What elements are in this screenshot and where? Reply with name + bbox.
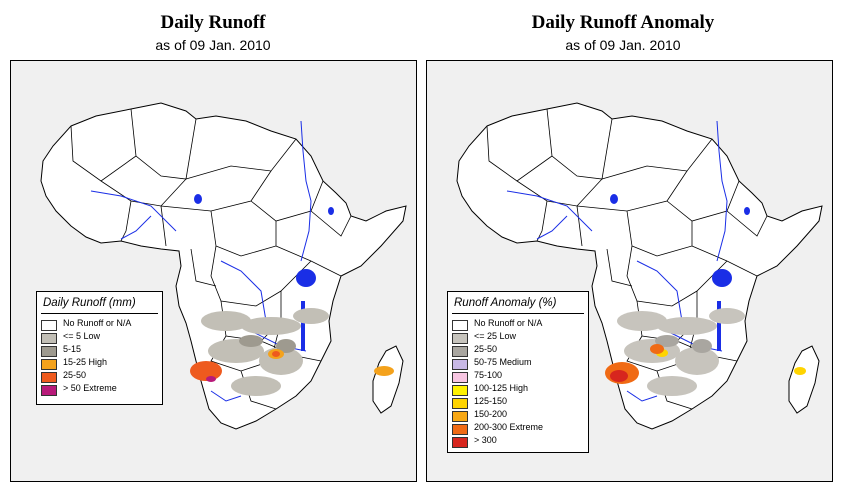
legend-label: 15-25 High: [63, 357, 108, 367]
runoff-extreme: [206, 376, 216, 382]
right-map: [456, 102, 823, 430]
africa-landmass: [40, 102, 407, 430]
legend-swatch: [452, 411, 468, 422]
africa-landmass: [456, 102, 823, 430]
legend-swatch: [452, 372, 468, 383]
left-panel-subtitle: as of 09 Jan. 2010: [155, 37, 271, 53]
left-legend-divider: [41, 313, 158, 314]
left-legend-title: Daily Runoff (mm): [43, 297, 136, 309]
legend-swatch: [41, 385, 57, 396]
legend-label: 150-200: [474, 409, 508, 419]
legend-label: 25-50: [63, 370, 87, 380]
legend-label: 50-75 Medium: [474, 357, 532, 367]
left-map: [40, 102, 407, 430]
anomaly-medium: [655, 335, 712, 353]
legend-swatch: [452, 346, 468, 357]
legend-label: 200-300 Extreme: [474, 422, 544, 432]
legend-label: No Runoff or N/A: [474, 318, 543, 328]
legend-label: <= 25 Low: [474, 331, 517, 341]
legend-label: <= 5 Low: [63, 331, 101, 341]
left-map-frame: Daily Runoff (mm) No Runoff or N/A <= 5 L…: [10, 60, 417, 482]
madagascar: [372, 345, 404, 414]
legend-label: No Runoff or N/A: [63, 318, 132, 328]
lakes: [194, 194, 334, 351]
madagascar: [788, 345, 820, 414]
left-legend: Daily Runoff (mm) No Runoff or N/A <= 5 L…: [36, 291, 163, 405]
legend-label: > 50 Extreme: [63, 383, 117, 393]
right-legend-divider: [452, 313, 584, 314]
legend-label: > 300: [474, 435, 497, 445]
legend-swatch: [41, 372, 57, 383]
legend-swatch: [452, 385, 468, 396]
lakes: [610, 194, 750, 351]
legend-swatch: [452, 333, 468, 344]
legend-swatch: [41, 320, 57, 331]
runoff-medium: [239, 335, 296, 353]
runoff-very-high: [190, 351, 280, 381]
legend-label: 125-150: [474, 396, 508, 406]
right-panel-subtitle: as of 09 Jan. 2010: [565, 37, 681, 53]
runoff-high: [268, 349, 394, 376]
legend-swatch: [41, 333, 57, 344]
legend-label: 25-50: [474, 344, 498, 354]
country-borders: [486, 108, 768, 410]
legend-label: 5-15: [63, 344, 82, 354]
legend-swatch: [41, 346, 57, 357]
right-legend: Runoff Anomaly (%) No Runoff or N/A <= 25…: [447, 291, 589, 453]
legend-swatch: [452, 320, 468, 331]
anomaly-extreme: [610, 370, 628, 382]
legend-swatch: [452, 437, 468, 448]
right-panel-title: Daily Runoff Anomaly: [531, 12, 715, 33]
legend-label: 100-125 High: [474, 383, 529, 393]
legend-swatch: [452, 398, 468, 409]
left-panel-title: Daily Runoff: [160, 12, 266, 33]
legend-swatch: [41, 359, 57, 370]
legend-swatch: [452, 424, 468, 435]
right-map-frame: Runoff Anomaly (%) No Runoff or N/A <= 25…: [426, 60, 833, 482]
legend-label: 75-100: [474, 370, 503, 380]
right-legend-title: Runoff Anomaly (%): [454, 297, 557, 309]
legend-swatch: [452, 359, 468, 370]
